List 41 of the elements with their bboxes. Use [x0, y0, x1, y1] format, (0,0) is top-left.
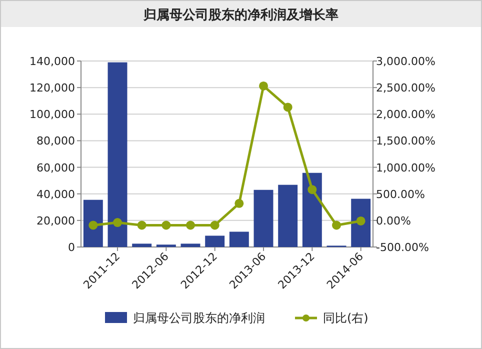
point [210, 220, 220, 230]
y2-tick-label: 2,000.00% [376, 108, 436, 122]
point [137, 220, 146, 230]
bar [205, 236, 225, 247]
point [234, 198, 244, 208]
bar [132, 244, 152, 247]
bar [278, 184, 298, 247]
bar [108, 62, 128, 247]
legend-label: 同比(右) [323, 311, 368, 325]
y-tick-label: 100,000 [30, 108, 75, 122]
y2-tick-label: 1,000.00% [376, 161, 436, 174]
legend-label: 归属母公司股东的净利润 [133, 311, 265, 325]
bar [229, 232, 249, 247]
y2-tick-label: 3,000.00% [376, 55, 436, 68]
bar [351, 198, 371, 247]
point [283, 102, 292, 112]
point [162, 220, 171, 230]
y2-tick-label: 1,500.00% [376, 134, 436, 148]
y-tick-label: 120,000 [30, 82, 75, 95]
chart-title: 归属母公司股东的净利润及增长率 [142, 7, 338, 23]
bar [83, 200, 103, 247]
point [259, 81, 268, 90]
point [186, 220, 195, 230]
y-tick-label: 140,000 [30, 55, 75, 68]
point [88, 220, 98, 230]
point [356, 216, 366, 226]
y2-tick-label: -500.00% [376, 241, 429, 254]
point [308, 185, 317, 194]
y-tick-label: 40,000 [36, 188, 75, 201]
point [332, 220, 341, 230]
bar [180, 244, 200, 247]
y2-tick-label: 2,500.00% [376, 82, 436, 95]
point [113, 218, 122, 228]
y2-tick-label: 0.00% [376, 214, 411, 228]
bar [302, 172, 322, 247]
y-tick-label: 80,000 [36, 134, 75, 148]
y-tick-label: 20,000 [36, 214, 75, 228]
bar [254, 190, 274, 247]
y-tick-label: 0 [68, 241, 75, 254]
y2-tick-label: 500.00% [376, 188, 425, 201]
y-tick-label: 60,000 [36, 161, 75, 174]
